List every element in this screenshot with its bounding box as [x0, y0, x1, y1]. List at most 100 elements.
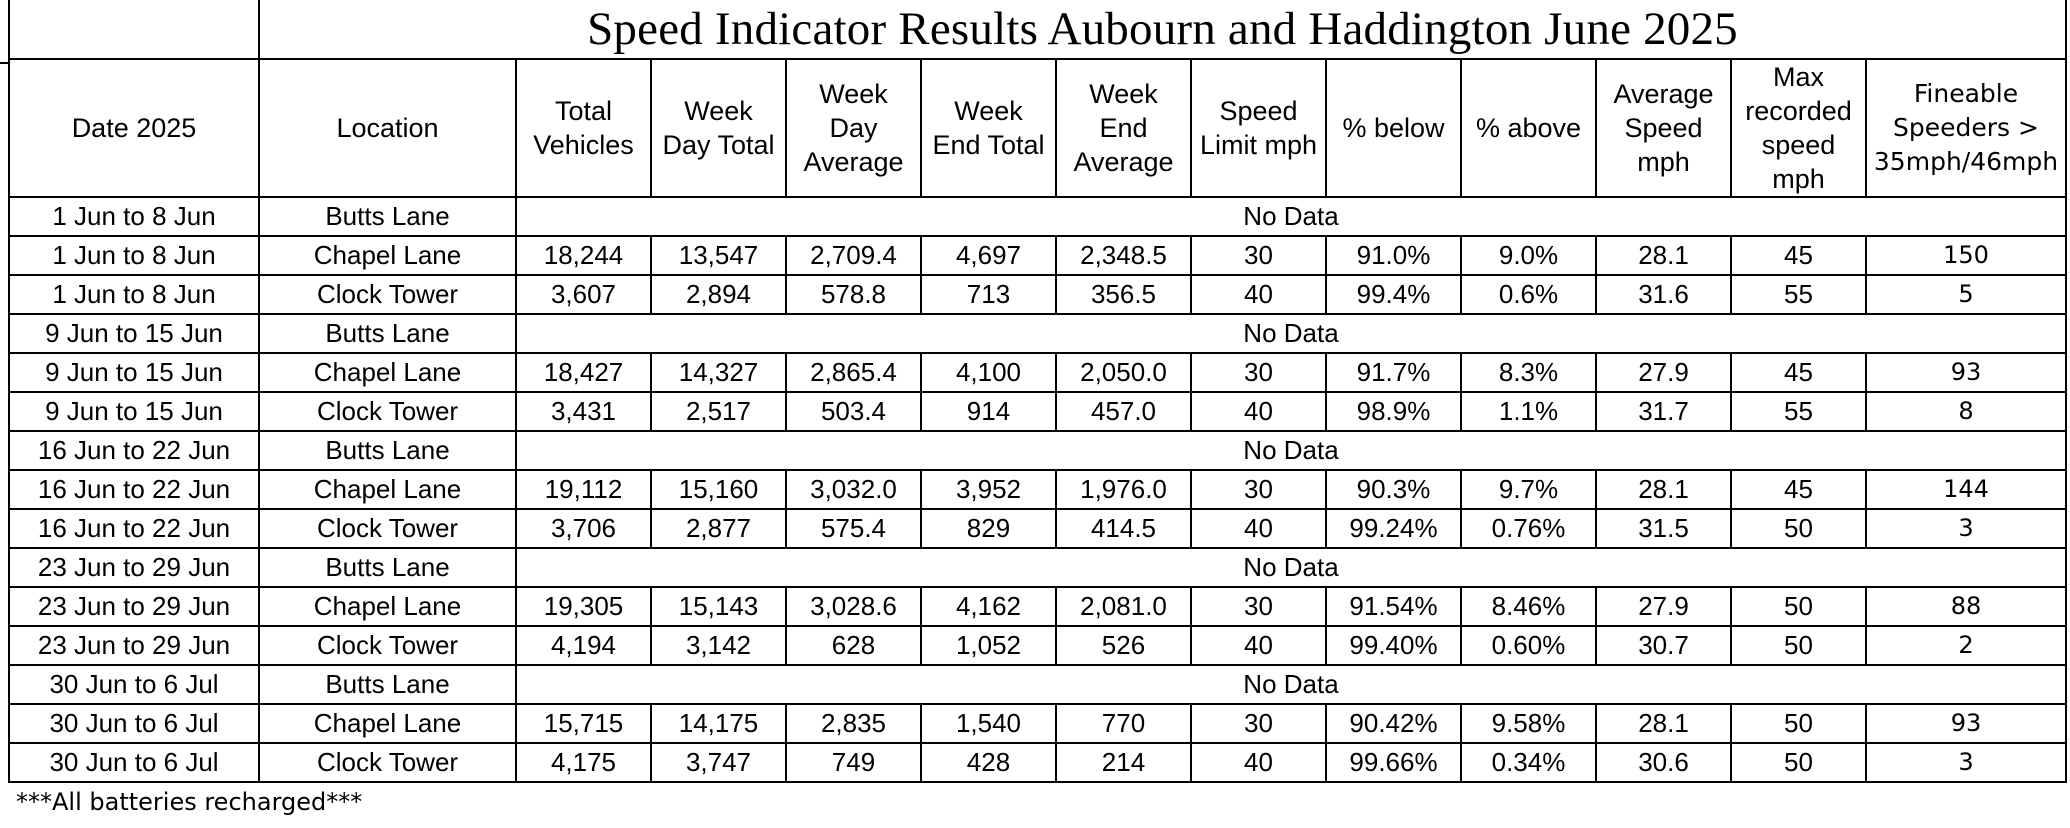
cell-week-end-total: 428: [920, 742, 1057, 783]
cell-percent-above: 9.0%: [1460, 235, 1597, 276]
cell-week-day-total: 3,142: [650, 625, 787, 666]
results-table: Speed Indicator Results Aubourn and Hadd…: [8, 0, 2067, 783]
cell-week-end-average: 526: [1055, 625, 1192, 666]
header-text-line: Speeders >: [1893, 113, 2039, 142]
cell-average-speed: 28.1: [1595, 703, 1732, 744]
cell-location: Clock Tower: [258, 742, 517, 783]
cell-percent-above: 0.76%: [1460, 508, 1597, 549]
cell-average-speed: 27.9: [1595, 352, 1732, 393]
header-text-line: Average: [803, 147, 904, 177]
header-text-line: 35mph/46mph: [1873, 147, 2059, 176]
cell-fineable-speeders: 8: [1865, 391, 2067, 432]
cell-date: 9 Jun to 15 Jun: [8, 391, 260, 432]
cell-average-speed: 31.6: [1595, 274, 1732, 315]
header-text-line: Speed: [1219, 96, 1298, 126]
cell-percent-below: 99.4%: [1325, 274, 1462, 315]
header-text-line: Location: [336, 113, 439, 143]
cell-fineable-speeders: 3: [1865, 508, 2067, 549]
table-row: 23 Jun to 29 Jun Clock Tower 4,194 3,142 628…: [8, 625, 2067, 666]
cell-week-day-average: 2,835: [785, 703, 922, 744]
cell-total-vehicles: 3,607: [515, 274, 652, 315]
cell-max-speed: 50: [1730, 742, 1867, 783]
cell-location: Clock Tower: [258, 625, 517, 666]
cell-week-day-average: 503.4: [785, 391, 922, 432]
header-week-end-average: Week End Average: [1055, 58, 1192, 198]
header-text-line: Day Total: [662, 130, 775, 160]
table-row: 30 Jun to 6 Jul Chapel Lane 15,715 14,175 2,…: [8, 703, 2067, 744]
cell-week-day-average: 3,028.6: [785, 586, 922, 627]
cell-location: Clock Tower: [258, 274, 517, 315]
cell-percent-below: 91.0%: [1325, 235, 1462, 276]
cell-total-vehicles: 19,305: [515, 586, 652, 627]
cell-date: 30 Jun to 6 Jul: [8, 664, 260, 705]
cell-location: Clock Tower: [258, 391, 517, 432]
cell-speed-limit: 40: [1190, 508, 1327, 549]
cell-no-data: No Data: [515, 196, 2067, 237]
cell-average-speed: 30.7: [1595, 625, 1732, 666]
header-row: Date 2025 Location Total Vehicles Week Day To…: [8, 58, 2067, 198]
cell-week-day-average: 2,865.4: [785, 352, 922, 393]
cell-week-end-average: 770: [1055, 703, 1192, 744]
cell-max-speed: 55: [1730, 274, 1867, 315]
cell-date: 9 Jun to 15 Jun: [8, 352, 260, 393]
cell-week-day-average: 628: [785, 625, 922, 666]
header-speed-limit: Speed Limit mph: [1190, 58, 1327, 198]
title-corner-cell: [8, 0, 260, 60]
cell-speed-limit: 30: [1190, 469, 1327, 510]
cell-percent-below: 99.24%: [1325, 508, 1462, 549]
table-row: 1 Jun to 8 Jun Butts Lane No Data: [8, 196, 2067, 237]
header-text-line: Speed: [1624, 113, 1703, 143]
table-row: 16 Jun to 22 Jun Clock Tower 3,706 2,877 575…: [8, 508, 2067, 549]
table-row: 9 Jun to 15 Jun Chapel Lane 18,427 14,327 2,…: [8, 352, 2067, 393]
cell-average-speed: 28.1: [1595, 235, 1732, 276]
cell-week-end-total: 3,952: [920, 469, 1057, 510]
cell-week-end-total: 829: [920, 508, 1057, 549]
header-text-line: Week: [954, 96, 1023, 126]
cell-date: 23 Jun to 29 Jun: [8, 547, 260, 588]
cell-percent-below: 99.40%: [1325, 625, 1462, 666]
header-text-line: Average: [1613, 79, 1714, 109]
cell-location: Chapel Lane: [258, 352, 517, 393]
cell-location: Butts Lane: [258, 196, 517, 237]
cell-fineable-speeders: 3: [1865, 742, 2067, 783]
cell-week-end-total: 914: [920, 391, 1057, 432]
cell-max-speed: 50: [1730, 703, 1867, 744]
header-text-line: Max: [1772, 62, 1824, 92]
header-text-line: Limit mph: [1199, 130, 1318, 160]
spreadsheet: Speed Indicator Results Aubourn and Hadd…: [8, 0, 2067, 783]
table-row: 16 Jun to 22 Jun Butts Lane No Data: [8, 430, 2067, 471]
header-text-line: % below: [1342, 113, 1445, 143]
header-text-line: Week: [1089, 79, 1158, 109]
cell-week-end-average: 214: [1055, 742, 1192, 783]
cell-week-day-average: 749: [785, 742, 922, 783]
cell-week-end-average: 457.0: [1055, 391, 1192, 432]
header-text-line: Week: [684, 96, 753, 126]
cell-fineable-speeders: 88: [1865, 586, 2067, 627]
page-title: Speed Indicator Results Aubourn and Hadd…: [258, 0, 2067, 60]
cell-week-day-average: 3,032.0: [785, 469, 922, 510]
cell-location: Butts Lane: [258, 664, 517, 705]
header-text-line: Vehicles: [533, 130, 634, 160]
cell-week-day-total: 2,517: [650, 391, 787, 432]
cell-percent-above: 1.1%: [1460, 391, 1597, 432]
cell-week-end-total: 4,162: [920, 586, 1057, 627]
header-text-line: End Total: [932, 130, 1045, 160]
table-row: 16 Jun to 22 Jun Chapel Lane 19,112 15,160 3…: [8, 469, 2067, 510]
cell-week-end-total: 1,052: [920, 625, 1057, 666]
cell-no-data: No Data: [515, 430, 2067, 471]
title-row: Speed Indicator Results Aubourn and Hadd…: [8, 0, 2067, 60]
cell-week-end-average: 2,348.5: [1055, 235, 1192, 276]
header-average-speed: Average Speed mph: [1595, 58, 1732, 198]
cell-total-vehicles: 3,706: [515, 508, 652, 549]
header-text-line: End: [1099, 113, 1148, 143]
cell-week-day-total: 2,877: [650, 508, 787, 549]
cell-speed-limit: 30: [1190, 235, 1327, 276]
cell-week-end-total: 4,100: [920, 352, 1057, 393]
cell-percent-below: 90.3%: [1325, 469, 1462, 510]
cell-percent-below: 99.66%: [1325, 742, 1462, 783]
cell-week-day-total: 15,160: [650, 469, 787, 510]
cell-no-data: No Data: [515, 313, 2067, 354]
cell-average-speed: 28.1: [1595, 469, 1732, 510]
cell-location: Clock Tower: [258, 508, 517, 549]
cell-week-end-total: 1,540: [920, 703, 1057, 744]
